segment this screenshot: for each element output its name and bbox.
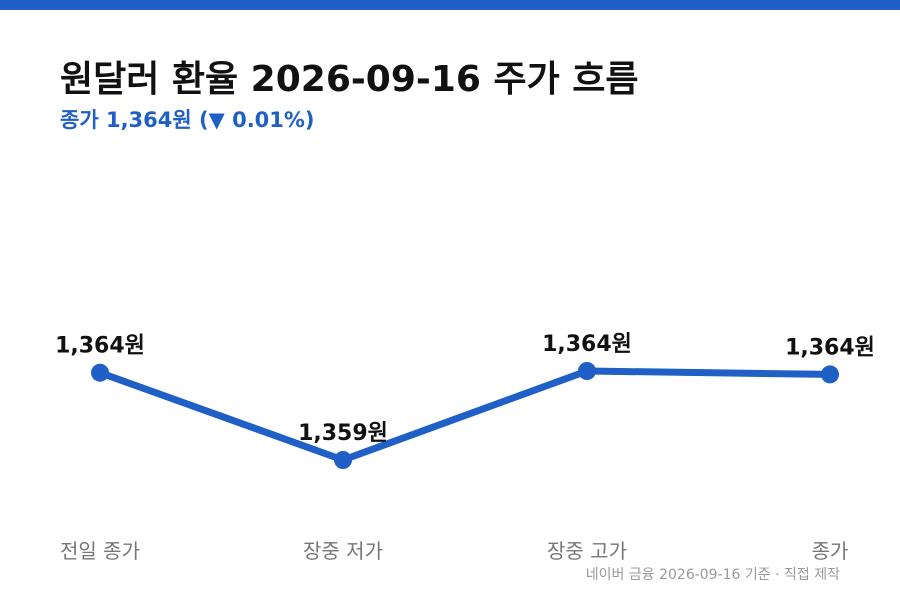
chart-subtitle: 종가 1,364원 (▼ 0.01%) [60,104,315,134]
data-label: 1,359원 [298,421,388,446]
x-tick-label: 종가 [812,539,849,563]
data-point [91,363,109,382]
source-footer: 네이버 금융 2026-09-16 기준 · 직접 제작 [585,567,840,583]
x-tick-label: 전일 종가 [60,539,140,563]
x-tick-label: 장중 저가 [303,539,383,563]
chart-title: 원달러 환율 2026-09-16 주가 흐름 [60,59,639,100]
price-line [96,367,834,464]
x-tick-label: 장중 고가 [547,539,627,563]
change-percent-text: 0.01%) [224,108,315,132]
close-price-text: 종가 1,364원 ( [60,108,209,132]
data-point [578,362,596,380]
data-point [334,451,352,469]
data-label: 1,364원 [785,335,875,360]
data-label: 1,364원 [55,334,145,359]
down-arrow-icon: ▼ [208,108,225,132]
data-point [821,365,839,384]
data-label: 1,364원 [542,332,632,357]
top-accent-bar [0,0,900,10]
